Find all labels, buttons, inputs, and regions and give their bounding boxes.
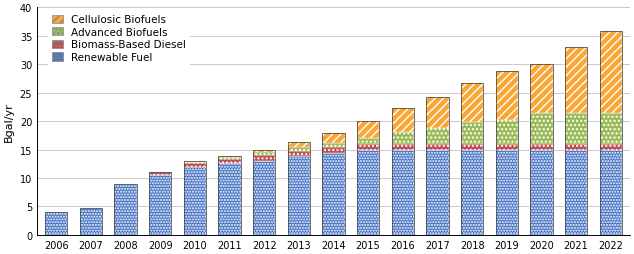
Bar [530, 113, 553, 144]
Bar [253, 153, 275, 156]
Bar [218, 159, 241, 164]
Bar [357, 144, 379, 150]
Bar [79, 208, 102, 235]
Bar [565, 113, 587, 144]
Bar [565, 48, 587, 113]
Bar [322, 144, 345, 148]
Bar [149, 176, 171, 235]
Bar [426, 98, 449, 235]
Bar [183, 162, 206, 163]
Bar [288, 142, 310, 148]
Bar [322, 134, 345, 144]
Bar [426, 144, 449, 150]
Bar [183, 163, 206, 167]
Y-axis label: Bgal/yr: Bgal/yr [4, 102, 14, 141]
Bar [496, 120, 518, 144]
Bar [253, 161, 275, 235]
Bar [530, 65, 553, 113]
Bar [114, 184, 137, 235]
Bar [461, 150, 483, 235]
Bar [565, 144, 587, 150]
Bar [114, 184, 137, 235]
Bar [530, 65, 553, 235]
Bar [496, 144, 518, 150]
Bar [600, 113, 622, 144]
Bar [600, 144, 622, 150]
Bar [565, 48, 587, 235]
Bar [392, 150, 414, 235]
Legend: Cellulosic Biofuels, Advanced Biofuels, Biomass-Based Diesel, Renewable Fuel: Cellulosic Biofuels, Advanced Biofuels, … [48, 11, 190, 67]
Bar [461, 83, 483, 235]
Bar [183, 162, 206, 235]
Bar [530, 150, 553, 235]
Bar [288, 142, 310, 235]
Bar [530, 144, 553, 150]
Bar [218, 156, 241, 235]
Bar [322, 134, 345, 235]
Bar [253, 150, 275, 153]
Bar [253, 150, 275, 235]
Bar [45, 212, 67, 235]
Bar [357, 139, 379, 144]
Bar [357, 122, 379, 235]
Bar [288, 148, 310, 151]
Bar [461, 83, 483, 123]
Bar [218, 157, 241, 159]
Bar [496, 72, 518, 120]
Bar [79, 208, 102, 235]
Bar [426, 129, 449, 144]
Bar [288, 151, 310, 157]
Bar [600, 150, 622, 235]
Bar [461, 123, 483, 144]
Bar [600, 32, 622, 235]
Bar [426, 150, 449, 235]
Bar [461, 144, 483, 150]
Bar [357, 150, 379, 235]
Bar [496, 72, 518, 235]
Bar [288, 157, 310, 235]
Bar [183, 167, 206, 235]
Bar [600, 32, 622, 113]
Bar [218, 164, 241, 235]
Bar [565, 150, 587, 235]
Bar [357, 122, 379, 139]
Bar [392, 133, 414, 144]
Bar [45, 212, 67, 235]
Bar [392, 144, 414, 150]
Bar [392, 109, 414, 133]
Bar [426, 98, 449, 129]
Bar [496, 150, 518, 235]
Bar [322, 148, 345, 153]
Bar [149, 173, 171, 235]
Bar [149, 173, 171, 176]
Bar [322, 153, 345, 235]
Bar [253, 156, 275, 161]
Bar [392, 109, 414, 235]
Bar [218, 156, 241, 157]
